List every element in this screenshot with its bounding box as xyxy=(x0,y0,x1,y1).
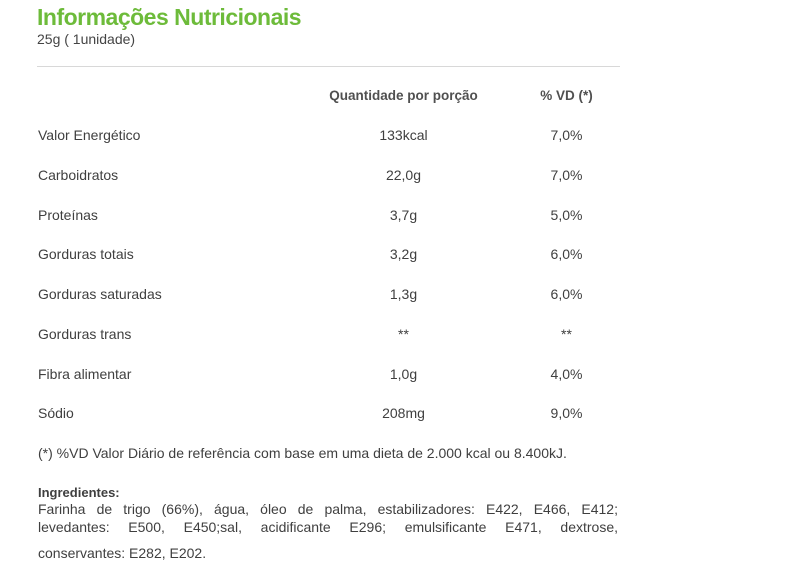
nutrient-name: Gorduras trans xyxy=(38,326,132,342)
nutrient-quantity: 3,7g xyxy=(389,207,418,223)
table-row: Gorduras totais 3,2g 6,0% xyxy=(37,246,620,266)
header-quantity: Quantidade por porção xyxy=(329,88,478,103)
portion-size: 25g ( 1unidade) xyxy=(37,31,136,47)
nutrient-vd: 6,0% xyxy=(550,286,583,302)
ingredients-text: Farinha de trigo (66%), água, óleo de pa… xyxy=(38,500,618,562)
table-row: Carboidratos 22,0g 7,0% xyxy=(37,167,620,187)
table-row: Gorduras trans ** ** xyxy=(37,326,620,346)
divider xyxy=(37,66,620,67)
table-row: Fibra alimentar 1,0g 4,0% xyxy=(37,366,620,386)
nutrient-quantity: 22,0g xyxy=(385,167,422,183)
table-row: Proteínas 3,7g 5,0% xyxy=(37,207,620,227)
nutrient-name: Proteínas xyxy=(38,207,98,223)
nutrient-quantity: 3,2g xyxy=(389,246,418,262)
ingredients-heading: Ingredientes: xyxy=(38,485,120,500)
page-title: Informações Nutricionais xyxy=(37,4,302,30)
nutrient-vd: 4,0% xyxy=(550,366,583,382)
nutrient-quantity: ** xyxy=(398,326,409,342)
nutrient-vd: 5,0% xyxy=(550,207,583,223)
nutrient-vd: 6,0% xyxy=(550,246,583,262)
nutrient-name: Valor Energético xyxy=(38,127,141,143)
vd-footnote: (*) %VD Valor Diário de referência com b… xyxy=(38,445,567,461)
nutrient-name: Carboidratos xyxy=(38,167,119,183)
nutrient-name: Sódio xyxy=(38,405,74,421)
header-vd: % VD (*) xyxy=(540,88,593,103)
table-header-row: Quantidade por porção % VD (*) xyxy=(37,88,620,108)
nutrient-vd: ** xyxy=(561,326,572,342)
nutrient-name: Gorduras saturadas xyxy=(38,286,162,302)
nutrient-vd: 7,0% xyxy=(550,127,583,143)
nutrient-quantity: 208mg xyxy=(382,405,425,421)
nutrient-vd: 9,0% xyxy=(550,405,583,421)
table-row: Valor Energético 133kcal 7,0% xyxy=(37,127,620,147)
nutrient-quantity: 1,3g xyxy=(389,286,418,302)
nutrient-name: Gorduras totais xyxy=(38,246,134,262)
table-row: Sódio 208mg 9,0% xyxy=(37,405,620,425)
nutrient-quantity: 1,0g xyxy=(389,366,418,382)
ingredients-line: Farinha de trigo (66%), água, óleo de pa… xyxy=(38,501,618,517)
nutrient-quantity: 133kcal xyxy=(379,127,428,143)
ingredients-line: levedantes: E500, E450;sal, acidificante… xyxy=(38,519,618,535)
table-row: Gorduras saturadas 1,3g 6,0% xyxy=(37,286,620,306)
nutrient-vd: 7,0% xyxy=(550,167,583,183)
nutrient-name: Fibra alimentar xyxy=(38,366,132,382)
ingredients-line: conservantes: E282, E202. xyxy=(38,545,207,561)
